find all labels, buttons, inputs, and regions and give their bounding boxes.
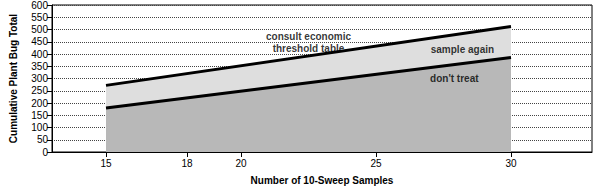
svg-text:18: 18	[181, 158, 193, 169]
svg-text:600: 600	[31, 0, 48, 11]
svg-text:150: 150	[31, 110, 48, 121]
svg-text:consult economic: consult economic	[266, 31, 351, 42]
svg-text:threshold table: threshold table	[273, 43, 345, 54]
svg-text:sample again: sample again	[431, 44, 494, 55]
svg-text:Cumulative Plant Bug Total: Cumulative Plant Bug Total	[8, 14, 19, 143]
svg-text:200: 200	[31, 98, 48, 109]
svg-text:15: 15	[100, 158, 112, 169]
svg-text:300: 300	[31, 73, 48, 84]
svg-text:20: 20	[235, 158, 247, 169]
svg-text:25: 25	[370, 158, 382, 169]
svg-text:550: 550	[31, 12, 48, 23]
svg-text:350: 350	[31, 61, 48, 72]
svg-text:30: 30	[505, 158, 517, 169]
svg-text:Number of 10-Sweep Samples: Number of 10-Sweep Samples	[251, 175, 394, 186]
svg-text:250: 250	[31, 85, 48, 96]
svg-text:450: 450	[31, 36, 48, 47]
svg-text:500: 500	[31, 24, 48, 35]
svg-text:50: 50	[37, 134, 49, 145]
svg-text:400: 400	[31, 49, 48, 60]
svg-text:0: 0	[42, 147, 48, 158]
svg-text:don't treat: don't treat	[430, 73, 479, 84]
svg-text:100: 100	[31, 122, 48, 133]
